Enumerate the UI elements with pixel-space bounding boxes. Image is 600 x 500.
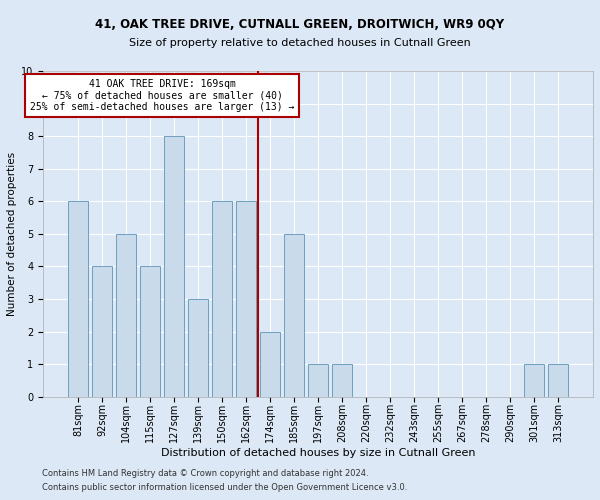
Bar [332,364,352,397]
Y-axis label: Number of detached properties: Number of detached properties [7,152,17,316]
Bar [308,364,328,397]
Bar [164,136,184,397]
Bar [92,266,112,397]
Bar [116,234,136,397]
Bar [212,202,232,397]
Bar [236,202,256,397]
Bar [548,364,568,397]
X-axis label: Distribution of detached houses by size in Cutnall Green: Distribution of detached houses by size … [161,448,475,458]
Bar [188,299,208,397]
Bar [140,266,160,397]
Bar [524,364,544,397]
Text: 41 OAK TREE DRIVE: 169sqm
← 75% of detached houses are smaller (40)
25% of semi-: 41 OAK TREE DRIVE: 169sqm ← 75% of detac… [30,79,295,112]
Text: Size of property relative to detached houses in Cutnall Green: Size of property relative to detached ho… [129,38,471,48]
Bar [68,202,88,397]
Bar [284,234,304,397]
Bar [260,332,280,397]
Text: Contains HM Land Registry data © Crown copyright and database right 2024.: Contains HM Land Registry data © Crown c… [42,468,368,477]
Text: 41, OAK TREE DRIVE, CUTNALL GREEN, DROITWICH, WR9 0QY: 41, OAK TREE DRIVE, CUTNALL GREEN, DROIT… [95,18,505,30]
Text: Contains public sector information licensed under the Open Government Licence v3: Contains public sector information licen… [42,484,407,492]
